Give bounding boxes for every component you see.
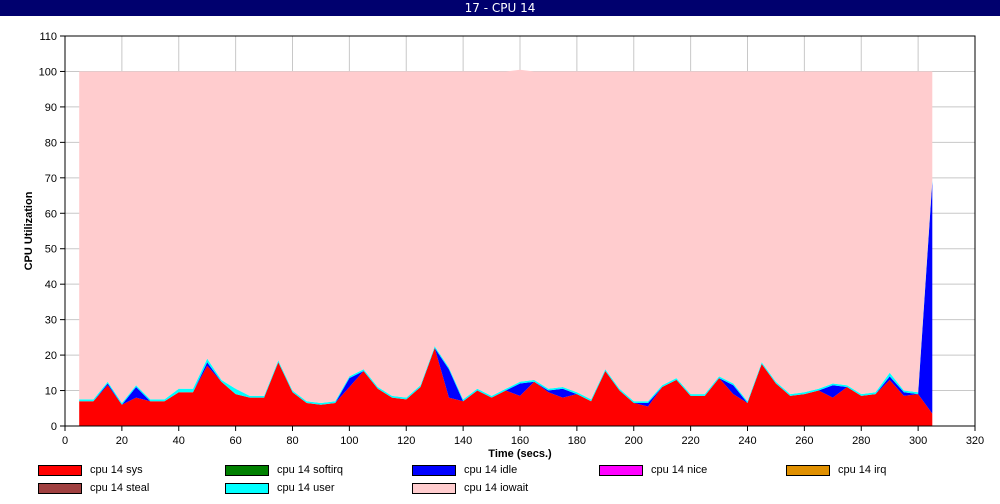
- legend-label: cpu 14 irq: [838, 464, 887, 476]
- y-tick-label: 40: [45, 279, 57, 291]
- x-tick-label: 220: [681, 435, 699, 447]
- x-tick-label: 240: [738, 435, 756, 447]
- y-tick-label: 90: [45, 102, 57, 114]
- x-tick-label: 320: [966, 435, 984, 447]
- y-tick-label: 70: [45, 173, 57, 185]
- x-tick-label: 200: [625, 435, 643, 447]
- legend-swatch: [225, 465, 269, 476]
- y-tick-label: 20: [45, 350, 57, 362]
- legend-swatch: [225, 483, 269, 494]
- x-tick-label: 300: [909, 435, 927, 447]
- series-areas: [79, 69, 933, 426]
- legend-label: cpu 14 iowait: [464, 482, 529, 494]
- y-tick-label: 30: [45, 315, 57, 327]
- legend-label: cpu 14 user: [277, 482, 335, 494]
- y-axis-label: CPU Utilization: [23, 191, 35, 270]
- series-area-cpu-14-iowait: [79, 69, 933, 403]
- y-tick-label: 0: [51, 421, 57, 433]
- x-tick-label: 160: [511, 435, 529, 447]
- legend-swatch: [38, 465, 82, 476]
- y-tick-label: 80: [45, 137, 57, 149]
- x-tick-label: 120: [397, 435, 415, 447]
- x-tick-label: 60: [230, 435, 242, 447]
- x-tick-label: 0: [62, 435, 68, 447]
- legend: cpu 14 sys cpu 14 softirq cpu 14 idle cpu 1…: [0, 462, 1000, 504]
- series-area-cpu-14-sys: [79, 348, 933, 426]
- legend-swatch: [412, 483, 456, 494]
- cpu-utilization-chart: 0 10 20 30 40 50 60 70 80 90 100 110 0 20 40 60 80 100 12…: [23, 31, 984, 460]
- legend-label: cpu 14 steal: [90, 482, 150, 494]
- legend-swatch: [599, 465, 643, 476]
- y-tick-label: 110: [39, 31, 57, 43]
- legend-swatch: [412, 465, 456, 476]
- x-tick-label: 80: [286, 435, 298, 447]
- y-tick-label: 50: [45, 244, 57, 256]
- y-tick-label: 100: [39, 66, 57, 78]
- y-axis-ticks: 0 10 20 30 40 50 60 70 80 90 100 110: [39, 31, 65, 433]
- x-tick-label: 20: [116, 435, 128, 447]
- x-tick-label: 180: [568, 435, 586, 447]
- x-tick-label: 40: [173, 435, 185, 447]
- y-tick-label: 60: [45, 208, 57, 220]
- y-tick-label: 10: [45, 386, 57, 398]
- legend-swatch: [38, 483, 82, 494]
- x-axis-ticks: 0 20 40 60 80 100 120 140 160 180 200 220 240 260 280 3…: [62, 426, 984, 447]
- x-tick-label: 140: [454, 435, 472, 447]
- legend-label: cpu 14 idle: [464, 464, 518, 476]
- chart-title: 17 - CPU 14: [0, 0, 1000, 16]
- legend-swatch: [786, 465, 830, 476]
- x-axis-label: Time (secs.): [488, 448, 552, 460]
- legend-label: cpu 14 sys: [90, 464, 143, 476]
- legend-label: cpu 14 softirq: [277, 464, 344, 476]
- x-tick-label: 100: [340, 435, 358, 447]
- x-tick-label: 280: [852, 435, 870, 447]
- x-tick-label: 260: [795, 435, 813, 447]
- legend-label: cpu 14 nice: [651, 464, 708, 476]
